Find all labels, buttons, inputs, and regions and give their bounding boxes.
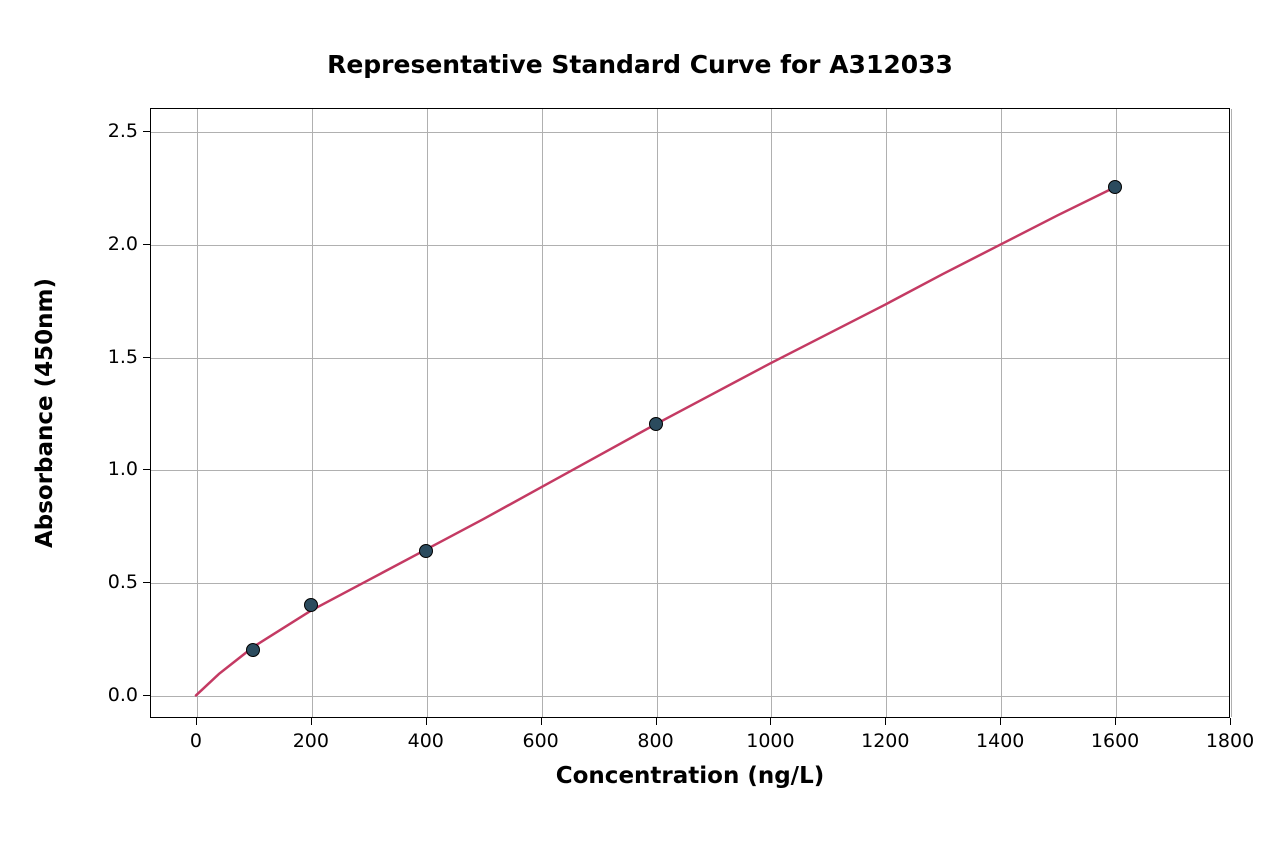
gridline-h xyxy=(151,470,1229,471)
x-tick xyxy=(1115,718,1116,725)
y-tick xyxy=(143,357,150,358)
gridline-v xyxy=(771,109,772,717)
x-tick xyxy=(196,718,197,725)
gridline-v xyxy=(312,109,313,717)
gridline-h xyxy=(151,583,1229,584)
y-tick-label: 2.5 xyxy=(102,120,138,142)
x-axis-label: Concentration (ng/L) xyxy=(556,763,825,789)
x-tick-label: 1600 xyxy=(1091,730,1139,752)
x-tick-label: 1800 xyxy=(1206,730,1254,752)
gridline-v xyxy=(427,109,428,717)
gridline-h xyxy=(151,358,1229,359)
x-tick xyxy=(1000,718,1001,725)
gridline-v xyxy=(886,109,887,717)
gridline-v xyxy=(657,109,658,717)
gridline-h xyxy=(151,696,1229,697)
y-tick-label: 1.0 xyxy=(102,458,138,480)
gridline-v xyxy=(542,109,543,717)
y-tick xyxy=(143,695,150,696)
y-tick-label: 1.5 xyxy=(102,346,138,368)
x-tick xyxy=(541,718,542,725)
y-tick xyxy=(143,131,150,132)
y-tick-label: 0.5 xyxy=(102,571,138,593)
gridline-v xyxy=(1116,109,1117,717)
x-tick-label: 800 xyxy=(637,730,673,752)
x-tick-label: 1200 xyxy=(861,730,909,752)
x-tick xyxy=(656,718,657,725)
gridline-v xyxy=(1001,109,1002,717)
gridline-v xyxy=(1231,109,1232,717)
y-tick xyxy=(143,469,150,470)
x-tick-label: 600 xyxy=(522,730,558,752)
plot-area xyxy=(150,108,1230,718)
x-tick-label: 0 xyxy=(190,730,202,752)
gridline-h xyxy=(151,245,1229,246)
gridline-h xyxy=(151,132,1229,133)
x-tick xyxy=(311,718,312,725)
x-tick xyxy=(885,718,886,725)
x-tick xyxy=(1230,718,1231,725)
x-tick xyxy=(426,718,427,725)
data-point xyxy=(246,643,260,657)
x-tick xyxy=(770,718,771,725)
x-tick-label: 1000 xyxy=(746,730,794,752)
data-point xyxy=(649,417,663,431)
chart-title: Representative Standard Curve for A31203… xyxy=(0,50,1280,79)
y-tick-label: 0.0 xyxy=(102,684,138,706)
data-point xyxy=(1108,180,1122,194)
data-point xyxy=(419,544,433,558)
gridline-v xyxy=(197,109,198,717)
x-tick-label: 1400 xyxy=(976,730,1024,752)
y-axis-label: Absorbance (450nm) xyxy=(32,278,58,548)
x-tick-label: 400 xyxy=(408,730,444,752)
y-tick xyxy=(143,582,150,583)
chart-container: Representative Standard Curve for A31203… xyxy=(0,0,1280,845)
x-tick-label: 200 xyxy=(293,730,329,752)
y-tick xyxy=(143,244,150,245)
y-tick-label: 2.0 xyxy=(102,233,138,255)
data-point xyxy=(304,598,318,612)
